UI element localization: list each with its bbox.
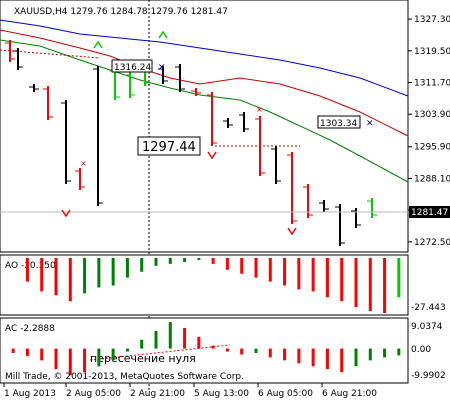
time-axis: 1 Aug 2013 2 Aug 05:00 2 Aug 21:00 5 Aug 13… (3, 383, 377, 399)
ac-annotation: пересечение нуля (90, 352, 196, 365)
time-tick-label: 6 Aug 21:00 (322, 389, 377, 399)
ac-histogram (11, 322, 401, 376)
ac-min-label: -9.9902 (411, 371, 446, 381)
symbol-header: XAUUSD,H4 1279.76 1284.78 1279.76 1281.4… (14, 7, 228, 17)
time-tick-label: 6 Aug 05:00 (258, 389, 313, 399)
price-tick-label: 1327.30 (414, 15, 450, 25)
price-label-right: 1303.34 (317, 115, 361, 129)
zero-cross-pointer (89, 344, 231, 361)
svg-text:1281.47: 1281.47 (411, 208, 448, 218)
current-price-tag: 1281.47 (409, 206, 450, 218)
x-marker: × (80, 159, 87, 168)
price-tick-label: 1311.70 (414, 78, 450, 88)
cross-marker: ✕ (158, 63, 166, 73)
price-tick-label: 1303.90 (414, 110, 450, 120)
price-tick-label: 1295.90 (414, 143, 450, 153)
footer-copyright: Mill Trade, © 2001-2013, MetaQuotes Soft… (5, 372, 244, 382)
down-arrow-icon (207, 151, 217, 160)
ac-title: AC -2.2888 (5, 324, 55, 334)
ao-panel-frame (0, 254, 409, 316)
ac-zero-label: 0.00 (411, 345, 431, 355)
price-label-top: 1316.24 (111, 59, 153, 73)
signal-arrows: × × ✕ ✕ (61, 30, 374, 236)
price-label-mid: 1297.44 (137, 136, 201, 156)
down-arrow-icon (287, 227, 297, 236)
ao-panel[interactable]: AO -20.150 -27.443 (0, 254, 446, 316)
price-tick-label: 1288.10 (414, 174, 450, 184)
ac-panel-frame (0, 317, 409, 384)
up-arrow-icon (93, 40, 103, 49)
price-bars (5, 40, 377, 246)
price-tick-label: 1319.50 (414, 47, 450, 57)
time-tick-label: 5 Aug 13:00 (194, 389, 249, 399)
x-marker: × (256, 105, 263, 114)
time-tick-label: 1 Aug 2013 (4, 389, 56, 399)
ma-blue-line (0, 19, 409, 97)
down-arrow-icon (61, 209, 71, 218)
ao-histogram (25, 258, 401, 313)
time-tick-label: 2 Aug 21:00 (130, 389, 185, 399)
up-arrow-icon (158, 30, 168, 39)
ac-max-label: 9.0374 (411, 322, 443, 332)
svg-text:1297.44: 1297.44 (142, 140, 196, 155)
ma-green-line (0, 39, 409, 183)
cross-marker: ✕ (366, 119, 374, 129)
price-tick-label: 1272.50 (414, 238, 450, 248)
ma-red-line (0, 29, 409, 137)
time-tick-label: 2 Aug 05:00 (66, 389, 121, 399)
ac-panel[interactable]: AC -2.2888 9.0374 0.00 -9.9902 пересечен… (0, 317, 446, 384)
ao-min-label: -27.443 (411, 303, 446, 313)
svg-text:1316.24: 1316.24 (114, 63, 151, 73)
svg-text:1303.34: 1303.34 (320, 119, 357, 129)
ao-title: AO -20.150 (5, 261, 56, 271)
